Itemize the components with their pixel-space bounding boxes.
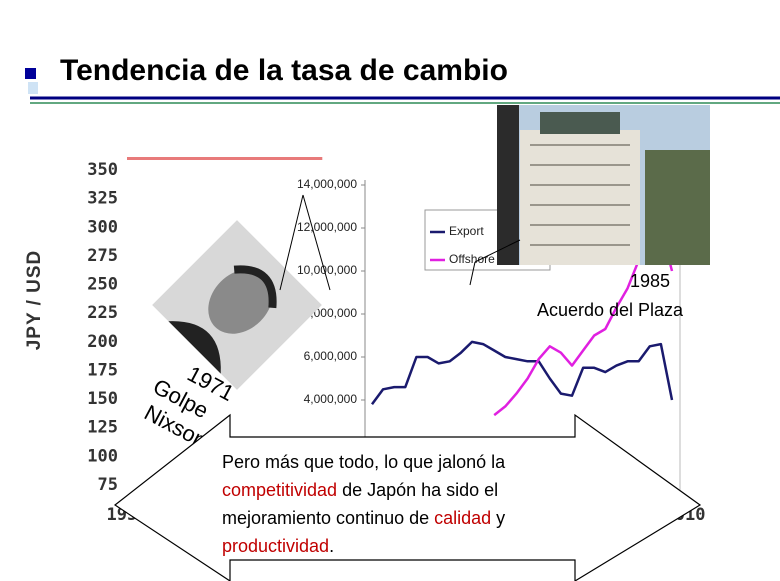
bullet bbox=[25, 68, 36, 79]
y-tick-label: 275 bbox=[87, 246, 118, 266]
tower-left bbox=[497, 105, 519, 265]
pointer bbox=[469, 261, 476, 286]
callout-segment: Pero más que todo, lo que jalonó la bbox=[222, 452, 506, 472]
y-tick-label: 250 bbox=[87, 275, 118, 295]
callout-shape bbox=[113, 413, 702, 581]
suit bbox=[168, 321, 221, 374]
pointer bbox=[302, 194, 331, 291]
y-tick-label: 100 bbox=[87, 446, 118, 466]
slide-title: Tendencia de la tasa de cambio bbox=[60, 54, 508, 87]
y-tick-label: 125 bbox=[87, 418, 118, 438]
building bbox=[520, 130, 640, 265]
y-tick-label: 14,000,000 bbox=[297, 177, 357, 191]
plaza-year: 1985 bbox=[630, 271, 670, 291]
pointer bbox=[474, 239, 521, 263]
y-tick-label: 325 bbox=[87, 189, 118, 209]
callout-segment: . bbox=[329, 536, 334, 556]
bullet-shadow bbox=[28, 82, 38, 94]
callout-line: productividad. bbox=[222, 536, 334, 556]
nixon-photo bbox=[152, 220, 322, 390]
annotations: 1985 Acuerdo del Plaza 1971 Golpe Nixson bbox=[140, 194, 684, 453]
series-line bbox=[370, 340, 674, 406]
windows bbox=[530, 144, 630, 246]
y-tick-label: 10,000,000 bbox=[297, 263, 357, 277]
callout-segment: competitividad bbox=[222, 480, 337, 500]
trees bbox=[645, 150, 710, 265]
y-tick-label: 75 bbox=[98, 475, 118, 495]
y-tick-label: 6,000,000 bbox=[304, 349, 358, 363]
callout-segment: de Japón ha sido el bbox=[337, 480, 498, 500]
plaza-text: Acuerdo del Plaza bbox=[537, 300, 684, 320]
plaza-photo bbox=[497, 105, 710, 265]
hair bbox=[233, 265, 277, 309]
y-tick-label: 175 bbox=[87, 360, 118, 380]
callout-segment: mejoramiento continuo de bbox=[222, 508, 434, 528]
y-tick-label: 225 bbox=[87, 303, 118, 323]
callout-segment: y bbox=[491, 508, 505, 528]
roof bbox=[540, 112, 620, 134]
y-tick-label: 200 bbox=[87, 332, 118, 352]
callout-segment: productividad bbox=[222, 536, 329, 556]
legend-label: Export bbox=[449, 224, 484, 238]
y-tick-label: 4,000,000 bbox=[304, 392, 358, 406]
callout-line: competitividad de Japón ha sido el bbox=[222, 480, 498, 500]
pointer bbox=[279, 194, 304, 291]
y-tick-label: 350 bbox=[87, 160, 118, 180]
y-tick-label: 150 bbox=[87, 389, 118, 409]
callout-segment: calidad bbox=[434, 508, 491, 528]
callout: Pero más que todo, lo que jalonó la compe… bbox=[222, 452, 506, 556]
callout-line: Pero más que todo, lo que jalonó la bbox=[222, 452, 506, 472]
face bbox=[208, 269, 273, 334]
y-tick-label: 300 bbox=[87, 217, 118, 237]
callout-line: mejoramiento continuo de calidad y bbox=[222, 508, 505, 528]
y-axis-label: JPY / USD bbox=[24, 250, 45, 351]
y-tick-label: 12,000,000 bbox=[297, 220, 357, 234]
